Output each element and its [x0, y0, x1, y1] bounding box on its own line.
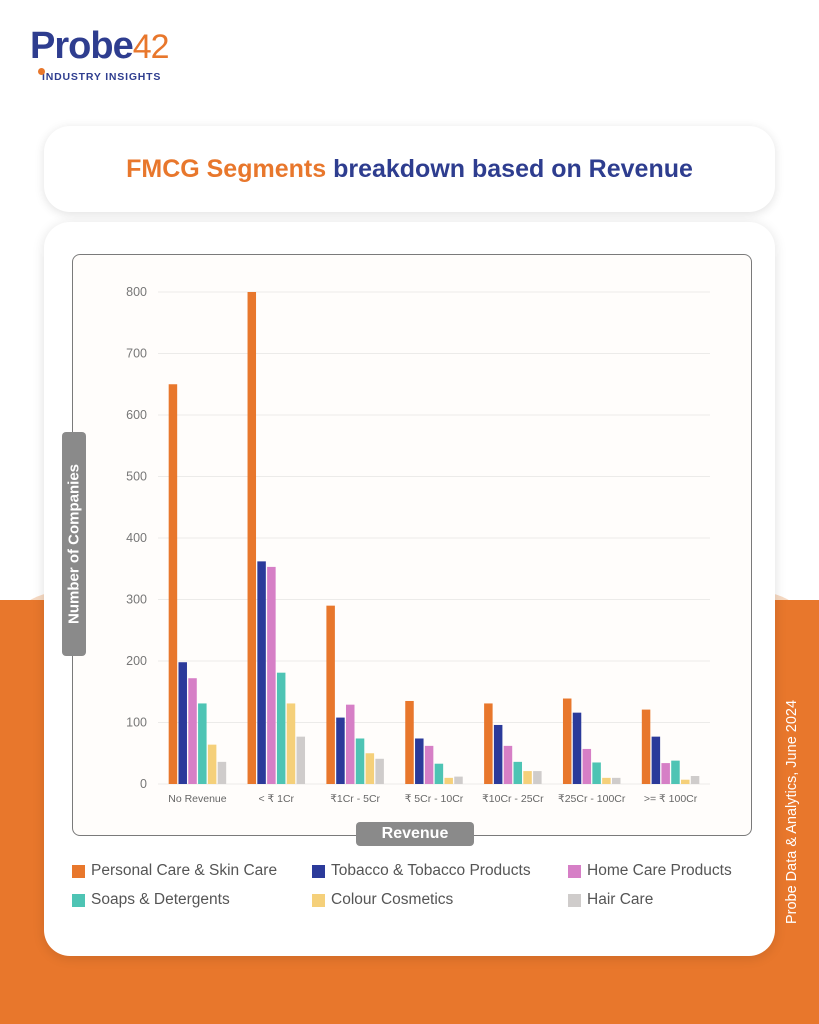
bar-6-6 [611, 777, 621, 784]
legend-item: Personal Care & Skin Care [72, 862, 277, 880]
x-tick-label: ₹1Cr - 5Cr [330, 793, 380, 805]
bar-1-2 [178, 662, 187, 784]
bar-7-6 [690, 776, 700, 784]
bar-2-5 [286, 703, 296, 784]
legend-item: Hair Care [568, 891, 653, 909]
y-tick-label: 800 [126, 285, 147, 299]
legend-label: Soaps & Detergents [91, 891, 230, 908]
bar-1-3 [188, 678, 197, 784]
logo-wordmark: Probe42 [30, 25, 170, 67]
y-tick-label: 400 [126, 531, 147, 545]
bar-3-4 [355, 738, 365, 784]
legend-swatch [568, 864, 581, 878]
bar-4-1 [405, 700, 414, 784]
legend-item: Soaps & Detergents [72, 891, 230, 909]
bar-5-5 [523, 771, 532, 784]
legend-item: Colour Cosmetics [312, 891, 453, 909]
logo-dot-icon [38, 68, 45, 75]
bar-1-5 [207, 744, 217, 784]
x-tick-label: ₹25Cr - 100Cr [558, 793, 626, 805]
legend-swatch [312, 864, 325, 878]
bar-5-6 [533, 771, 542, 784]
logo-tagline: INDUSTRY INSIGHTS [42, 71, 162, 83]
source-note: Probe Data & Analytics, June 2024 [784, 699, 800, 925]
legend-label: Personal Care & Skin Care [91, 862, 278, 879]
legend-item: Tobacco & Tobacco Products [312, 862, 531, 880]
legend-label: Tobacco & Tobacco Products [331, 862, 531, 879]
bar-4-2 [415, 738, 424, 784]
bar-4-5 [444, 777, 453, 784]
bar-6-5 [602, 777, 611, 784]
bar-5-3 [503, 745, 513, 784]
bar-3-3 [345, 704, 355, 784]
y-tick-label: 700 [126, 347, 147, 361]
bar-2-3 [267, 566, 276, 784]
probe42-logo: Probe42 INDUSTRY INSIGHTS [30, 25, 170, 83]
x-tick-label: < ₹ 1Cr [258, 793, 294, 805]
legend-swatch [312, 893, 325, 907]
legend-swatch [72, 893, 85, 907]
legend-swatch [72, 864, 85, 878]
bar-6-4 [592, 762, 601, 784]
bar-1-4 [198, 703, 207, 784]
legend-item: Home Care Products [568, 862, 732, 880]
bar-4-3 [424, 745, 434, 784]
bar-1-1 [168, 384, 178, 784]
bar-3-6 [375, 758, 384, 784]
x-tick-label: ₹10Cr - 25Cr [482, 793, 544, 805]
bar-2-1 [247, 292, 257, 784]
bar-3-5 [365, 753, 375, 784]
y-tick-label: 200 [126, 654, 147, 668]
y-tick-label: 600 [126, 408, 147, 422]
legend-label: Hair Care [587, 891, 654, 908]
bar-6-3 [582, 748, 592, 784]
bar-5-2 [493, 724, 503, 784]
bar-7-2 [651, 736, 661, 784]
page-title: FMCG Segments breakdown based on Revenue [126, 155, 693, 184]
bar-5-1 [484, 703, 493, 784]
y-tick-label: 300 [126, 593, 147, 607]
x-tick-label: No Revenue [168, 793, 227, 805]
title-card: FMCG Segments breakdown based on Revenue [44, 126, 775, 212]
y-tick-label: 100 [126, 716, 147, 730]
bar-2-4 [276, 672, 286, 784]
bar-chart: 0 100 200 300 400 500 600 700 800 No Revenue < ₹ 1… [126, 285, 710, 805]
y-axis-label: Number of Companies [65, 463, 83, 625]
bar-5-4 [513, 761, 523, 784]
bar-1-6 [217, 761, 227, 784]
legend-swatch [568, 893, 581, 907]
title-highlight: FMCG Segments [126, 154, 327, 183]
bar-2-6 [296, 736, 306, 784]
bar-3-1 [326, 605, 335, 784]
bar-7-5 [681, 779, 690, 784]
bar-7-1 [641, 709, 651, 784]
x-tick-label: >= ₹ 100Cr [644, 793, 698, 805]
bar-7-4 [671, 760, 680, 784]
y-tick-label: 0 [140, 777, 147, 791]
legend-label: Colour Cosmetics [331, 891, 454, 908]
x-axis-label: Revenue [356, 822, 474, 846]
y-tick-label: 500 [126, 470, 147, 484]
bar-3-2 [336, 717, 345, 784]
legend-label: Home Care Products [587, 862, 732, 879]
title-rest: breakdown based on Revenue [333, 154, 693, 183]
bar-7-3 [661, 763, 670, 784]
bar-6-2 [572, 712, 582, 784]
bar-4-4 [434, 763, 444, 784]
bar-6-1 [562, 698, 572, 784]
y-axis-label-pill [62, 432, 86, 656]
bar-4-6 [454, 776, 463, 784]
x-tick-label: ₹ 5Cr - 10Cr [405, 793, 464, 805]
bar-2-2 [257, 561, 266, 784]
